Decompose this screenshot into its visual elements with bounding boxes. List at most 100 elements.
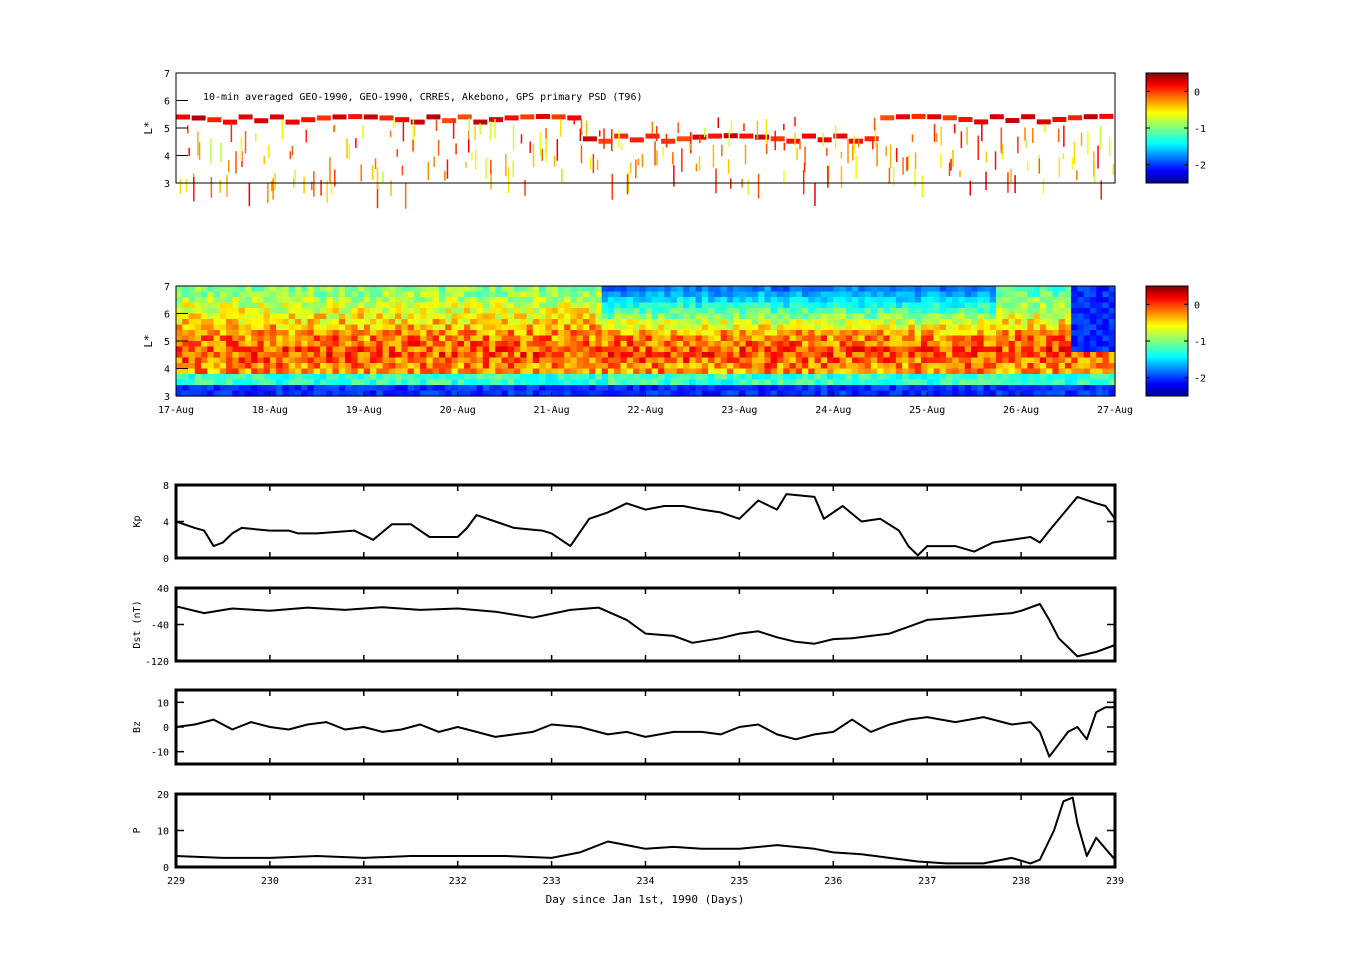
heatmap-cell	[251, 379, 258, 386]
heatmap-cell	[1033, 324, 1041, 331]
heatmap-cell	[870, 346, 878, 353]
heatmap-cell	[858, 313, 866, 320]
heatmap-cell	[282, 297, 290, 304]
heatmap-cell	[845, 390, 853, 397]
heatmap-cell	[1089, 379, 1097, 386]
heatmap-cell	[1033, 357, 1041, 364]
heatmap-cell	[632, 324, 640, 331]
heatmap-cell	[557, 357, 565, 364]
heatmap-cell	[664, 368, 672, 375]
heatmap-cell	[485, 158, 487, 180]
heatmap-cell	[420, 330, 427, 337]
heatmap-cell	[607, 363, 615, 370]
heatmap-cell	[952, 341, 960, 348]
heatmap-cell	[726, 357, 734, 364]
heatmap-cell	[670, 308, 678, 315]
heatmap-cell	[1021, 346, 1028, 353]
heatmap-cell	[426, 335, 434, 342]
heatmap-cell	[651, 379, 659, 386]
heatmap-cell	[545, 352, 553, 359]
heatmap-cell	[1071, 302, 1079, 309]
heatmap-cell	[438, 368, 446, 375]
x-tick-label: 24-Aug	[815, 405, 851, 416]
heatmap-cell	[401, 297, 409, 304]
heatmap-cell	[814, 297, 822, 304]
heatmap-cell	[244, 297, 252, 304]
heatmap-cell	[689, 368, 697, 375]
x-tick-label: 25-Aug	[909, 405, 945, 416]
heatmap-cell	[952, 286, 960, 293]
heatmap-cell	[895, 374, 903, 381]
series-line	[175, 603, 1116, 658]
heatmap-cell	[952, 379, 960, 386]
heatmap-cell	[507, 363, 515, 370]
heatmap-cell	[877, 286, 884, 293]
heatmap-cell	[958, 286, 966, 293]
heatmap-cell	[589, 346, 597, 353]
heatmap-cell	[908, 297, 916, 304]
heatmap-cell	[1064, 385, 1072, 392]
heatmap-cell	[802, 308, 809, 315]
heatmap-cell	[764, 346, 772, 353]
heatmap-cell	[789, 346, 797, 353]
heatmap-cell	[514, 346, 521, 353]
heatmap-cell	[1027, 357, 1035, 364]
heatmap-cell	[582, 390, 590, 397]
heatmap-cell	[814, 368, 822, 375]
heatmap-cell	[476, 368, 484, 375]
heatmap-cell	[712, 144, 715, 168]
heatmap-cell	[964, 363, 972, 370]
heatmap-cell	[870, 357, 878, 364]
heatmap-cell	[182, 324, 190, 331]
heatmap-cell	[776, 313, 784, 320]
heatmap-cell	[413, 308, 421, 315]
heatmap-cell	[445, 335, 453, 342]
heatmap-cell	[465, 161, 467, 168]
heatmap-cell	[489, 313, 496, 320]
heatmap-cell	[269, 379, 277, 386]
heatmap-cell	[407, 286, 415, 293]
heatmap-cell	[319, 379, 327, 386]
heatmap-cell	[626, 291, 634, 298]
heatmap-cell	[213, 368, 221, 375]
heatmap-cell	[570, 374, 578, 381]
heatmap-cell	[795, 308, 803, 315]
heatmap-cell	[401, 286, 409, 293]
heatmap-cell	[432, 341, 440, 348]
heatmap-cell	[977, 313, 985, 320]
heatmap-cell	[639, 291, 647, 298]
heatmap-cell	[845, 352, 853, 359]
heatmap-cell	[244, 357, 252, 364]
heatmap-cell	[632, 385, 640, 392]
heatmap-cell	[514, 324, 521, 331]
heatmap-cell	[197, 131, 199, 156]
heatmap-cell	[589, 341, 597, 348]
heatmap-cell	[276, 341, 284, 348]
heatmap-cell	[611, 173, 614, 200]
heatmap-cell	[651, 385, 659, 392]
heatmap-cell	[332, 374, 340, 381]
heatmap-cell	[319, 330, 327, 337]
heatmap-cell	[908, 341, 916, 348]
heatmap-cell	[1014, 175, 1016, 194]
heatmap-cell	[438, 363, 446, 370]
heatmap-cell	[357, 352, 365, 359]
heatmap-cell	[269, 352, 277, 359]
heatmap-cell	[294, 291, 302, 298]
heatmap-cell	[501, 319, 509, 326]
heatmap-cell	[489, 374, 496, 381]
heatmap-cell	[274, 173, 276, 191]
heatmap-cell	[194, 308, 202, 315]
heatmap-cell	[381, 171, 384, 183]
heatmap-cell	[714, 291, 722, 298]
heatmap-cell	[413, 390, 421, 397]
heatmap-cell	[482, 341, 490, 348]
heatmap-cell	[1058, 319, 1066, 326]
heatmap-cell	[514, 308, 521, 315]
heatmap-cell	[883, 308, 891, 315]
heatmap-cell	[319, 390, 327, 397]
heatmap-cell	[907, 155, 909, 170]
heatmap-cell	[651, 335, 659, 342]
heatmap-cell	[332, 368, 340, 375]
